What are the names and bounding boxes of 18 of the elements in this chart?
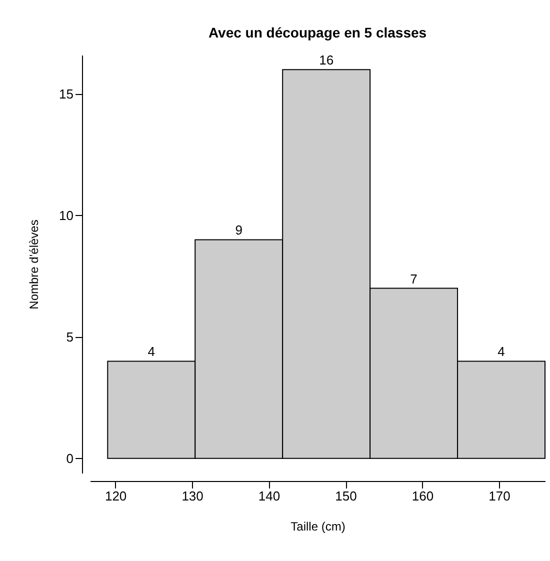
- x-tick-label: 130: [182, 488, 204, 504]
- data-label: 4: [498, 344, 505, 360]
- x-tick-label: 160: [412, 488, 434, 504]
- y-axis-title: Nombre d'élèves: [27, 220, 42, 310]
- chart-title: Avec un découpage en 5 classes: [208, 24, 427, 41]
- data-label: 4: [148, 344, 155, 360]
- x-tick-label: 140: [258, 488, 280, 504]
- x-axis-title: Taille (cm): [290, 520, 346, 534]
- y-tick-label: 5: [66, 329, 74, 344]
- y-tick-label: 0: [66, 450, 74, 466]
- x-tick-label: 170: [488, 488, 510, 504]
- x-tick-label: 120: [104, 488, 127, 504]
- data-label: 9: [235, 222, 242, 238]
- data-label: 16: [319, 52, 334, 68]
- data-label: 7: [410, 271, 418, 286]
- y-tick-label: 10: [59, 208, 74, 223]
- y-tick-label: 15: [59, 86, 74, 102]
- x-tick-label: 150: [335, 488, 357, 504]
